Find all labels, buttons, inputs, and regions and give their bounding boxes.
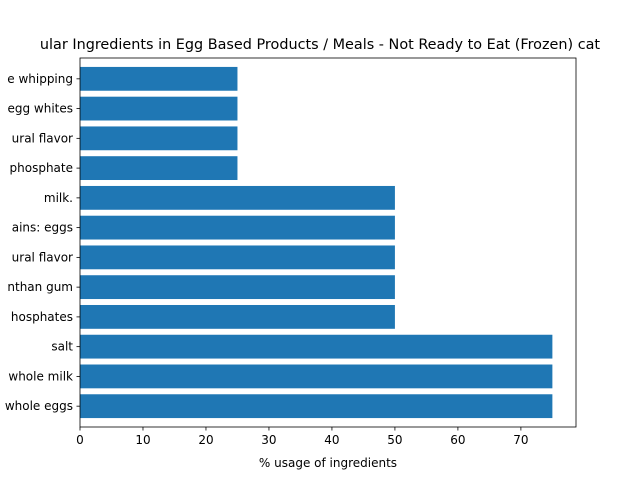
x-tick-label: 30 [261, 433, 276, 447]
x-tick-label: 20 [198, 433, 213, 447]
bar [80, 304, 395, 329]
bar [80, 275, 395, 300]
chart-title: ular Ingredients in Egg Based Products /… [40, 37, 601, 53]
x-tick-label: 0 [76, 433, 84, 447]
bar [80, 394, 553, 419]
bar [80, 126, 238, 151]
x-tick-label: 10 [135, 433, 150, 447]
bars-group [80, 66, 553, 419]
y-tick-label: whole milk [8, 369, 73, 383]
y-tick-label: e whipping [7, 72, 73, 86]
y-tick-label: phosphate [10, 161, 73, 175]
bar [80, 66, 238, 91]
y-tick-label: egg whites [7, 102, 73, 116]
bar [80, 185, 395, 210]
bar [80, 96, 238, 121]
y-axis: whole eggs whole milk salt hosphates nthan g… [5, 72, 80, 413]
bar [80, 215, 395, 240]
bar [80, 364, 553, 389]
x-tick-label: 40 [324, 433, 339, 447]
y-tick-label: milk. [44, 191, 73, 205]
plot-frame [79, 57, 577, 428]
x-tick-label: 60 [450, 433, 465, 447]
y-tick-label: ains: eggs [12, 221, 73, 235]
y-tick-label: salt [51, 340, 73, 354]
y-tick-label: hosphates [11, 310, 73, 324]
bar [80, 245, 395, 270]
y-tick-label: nthan gum [7, 280, 73, 294]
y-tick-label: whole eggs [5, 399, 73, 413]
x-axis-label: % usage of ingredients [259, 456, 397, 470]
x-tick-label: 50 [387, 433, 402, 447]
x-tick-label: 70 [513, 433, 528, 447]
y-tick-label: ural flavor [12, 250, 73, 264]
bar [80, 334, 553, 359]
y-tick-label: ural flavor [12, 131, 73, 145]
bar [80, 156, 238, 181]
x-axis: 0 10 20 30 40 50 60 70 [76, 427, 529, 447]
